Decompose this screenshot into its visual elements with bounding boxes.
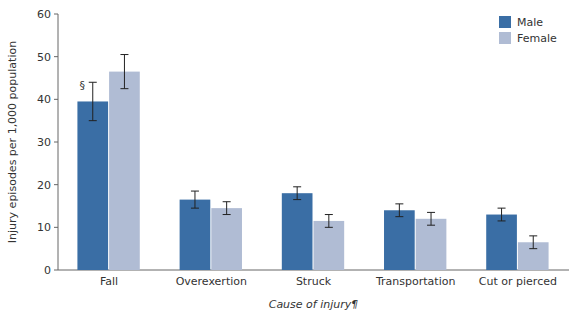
bar: [282, 193, 313, 270]
error-cap: [325, 214, 333, 215]
error-line: [92, 82, 93, 120]
bar: [384, 210, 415, 270]
error-line: [124, 55, 125, 89]
y-tick-label: 20: [37, 179, 51, 192]
bar: [180, 200, 211, 270]
x-tick-label: Overexertion: [176, 275, 247, 288]
error-cap: [325, 227, 333, 228]
bar: [416, 219, 447, 270]
y-tick: [54, 270, 58, 271]
error-cap: [293, 186, 301, 187]
error-bar: [325, 215, 333, 228]
bar: [77, 101, 108, 270]
error-bar: [120, 55, 128, 89]
series: [77, 82, 516, 270]
x-tick-label: Transportation: [375, 275, 455, 288]
error-cap: [395, 216, 403, 217]
y-tick-label: 0: [44, 264, 51, 277]
bar: [314, 221, 345, 270]
x-tick-label: Fall: [100, 275, 118, 288]
error-bar: [293, 187, 301, 200]
y-axis-label: Injury episodes per 1,000 population: [6, 41, 19, 243]
error-bar: [498, 208, 506, 221]
x-axis-label: Cause of injury¶: [269, 298, 359, 311]
legend-label: Male: [517, 16, 543, 29]
error-bar: [223, 202, 231, 215]
y-tick: [54, 142, 58, 143]
y-tick-label: 50: [37, 51, 51, 64]
error-cap: [120, 88, 128, 89]
x-axis: Fall Overexertion Struck Transportation Cut …: [58, 270, 569, 311]
error-line: [431, 212, 432, 225]
error-bar: [529, 236, 537, 249]
error-cap: [529, 248, 537, 249]
error-cap: [395, 203, 403, 204]
y-tick-label: 30: [37, 136, 51, 149]
y-tick: [54, 227, 58, 228]
error-line: [501, 208, 502, 221]
bar: [211, 208, 242, 270]
error-cap: [223, 214, 231, 215]
error-cap: [223, 201, 231, 202]
y-tick-label: 60: [37, 8, 51, 21]
error-cap: [498, 220, 506, 221]
error-line: [194, 191, 195, 208]
error-line: [399, 204, 400, 217]
y-tick: [54, 56, 58, 57]
error-bar: [191, 191, 199, 208]
chart: 0 10 20 30 40 50 60 Injury episodes per 1,000 p…: [0, 0, 583, 316]
series: [109, 55, 548, 270]
x-tick-label: Cut or pierced: [479, 275, 557, 288]
error-cap: [529, 235, 537, 236]
plot-area: [77, 55, 548, 270]
legend-swatch: [499, 32, 511, 44]
error-line: [297, 187, 298, 200]
error-bar: [427, 212, 435, 225]
error-cap: [293, 199, 301, 200]
legend: Male Female: [499, 16, 557, 45]
error-bar: [89, 82, 97, 120]
error-cap: [427, 212, 435, 213]
legend-label: Female: [517, 32, 557, 45]
x-tick-label: Struck: [296, 275, 332, 288]
error-cap: [89, 82, 97, 83]
error-cap: [427, 225, 435, 226]
error-cap: [191, 208, 199, 209]
error-line: [328, 215, 329, 228]
y-tick: [54, 184, 58, 185]
legend-swatch: [499, 16, 511, 28]
error-line: [533, 236, 534, 249]
y-tick-label: 10: [37, 221, 51, 234]
error-cap: [498, 208, 506, 209]
annotation: §: [79, 79, 85, 92]
error-cap: [120, 54, 128, 55]
error-bar: [395, 204, 403, 217]
y-tick: [54, 99, 58, 100]
y-tick: [54, 14, 58, 15]
error-line: [226, 202, 227, 215]
bar: [486, 215, 517, 270]
error-cap: [191, 191, 199, 192]
bar: [109, 72, 140, 270]
y-axis: 0 10 20 30 40 50 60 Injury episodes per 1,000 p…: [6, 8, 58, 277]
error-cap: [89, 120, 97, 121]
y-tick-label: 40: [37, 93, 51, 106]
